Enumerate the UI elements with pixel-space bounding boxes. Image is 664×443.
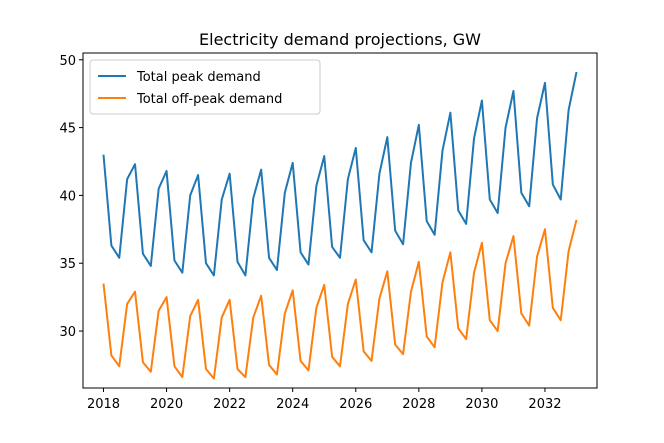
y-tick-label: 40: [59, 189, 76, 204]
x-tick-label: 2030: [465, 397, 498, 412]
legend-label-0: Total peak demand: [136, 70, 261, 85]
y-tick-label: 35: [59, 257, 76, 272]
legend: Total peak demand Total off-peak demand: [89, 59, 321, 115]
legend-label-1: Total off-peak demand: [136, 92, 282, 107]
series-line-0: [102, 71, 578, 277]
x-tick-label: 2028: [402, 397, 435, 412]
y-axis: 30 35 40 45 50: [59, 54, 83, 340]
chart-title: Electricity demand projections, GW: [199, 30, 481, 49]
x-axis: 2018 2020 2022 2024 2026 2028 2030 2032: [87, 388, 562, 412]
plot-frame: [82, 52, 598, 389]
series-line-1: [102, 219, 578, 380]
y-tick-label: 50: [59, 54, 76, 69]
x-tick-label: 2026: [339, 397, 372, 412]
x-tick-label: 2024: [276, 397, 309, 412]
y-tick-label: 30: [59, 325, 76, 340]
series-lines: [102, 71, 578, 380]
x-tick-label: 2032: [528, 397, 561, 412]
x-tick-label: 2022: [213, 397, 246, 412]
legend-box: [89, 59, 321, 115]
x-tick-label: 2020: [150, 397, 183, 412]
y-tick-label: 45: [59, 122, 76, 137]
x-tick-label: 2018: [87, 397, 120, 412]
